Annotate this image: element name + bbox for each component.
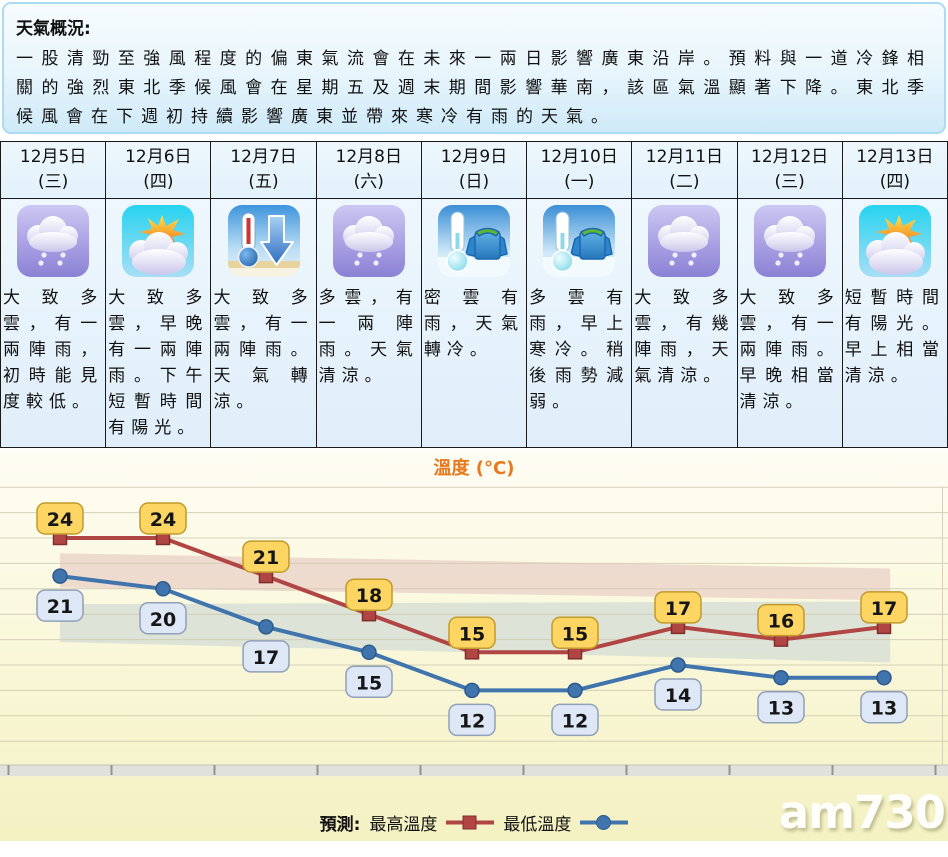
day-header: 12月7日 (五): [210, 141, 317, 199]
day-header: 12月5日 (三): [0, 141, 107, 199]
weekday-label: (四): [879, 172, 910, 192]
summary-title: 天氣概況:: [16, 19, 91, 39]
weekday-label: (六): [353, 172, 384, 192]
min-temp-line-swatch: [580, 815, 629, 830]
forecast-text: 大致多雲，有一兩陣雨。早晚相當清涼。: [739, 288, 840, 412]
svg-text:21: 21: [253, 547, 279, 569]
day-header: 12月13日 (四): [841, 141, 948, 199]
forecast-body-row: 大致多雲，有一兩陣雨，初時能見度較低。 大致多雲，早晚有一兩陣雨。下午短暫時間有…: [0, 198, 948, 448]
day-cell: 多雲有雨，早上寒冷。稍後雨勢減弱。: [526, 198, 633, 448]
svg-text:12: 12: [459, 710, 485, 732]
rain-cloud-icon: [333, 205, 405, 277]
svg-text:17: 17: [871, 598, 897, 620]
date-label: 12月10日: [540, 147, 618, 167]
legend-prefix: 預測:: [319, 815, 361, 835]
date-label: 12月12日: [751, 147, 829, 167]
sun-cloud-icon: [122, 205, 194, 277]
cold-icon: [438, 205, 510, 277]
date-label: 12月9日: [440, 147, 508, 167]
weekday-label: (三): [774, 172, 805, 192]
svg-text:24: 24: [150, 509, 176, 531]
day-cell: 短暫時間有陽光。早上相當清涼。: [841, 198, 948, 448]
date-label: 12月6日: [125, 147, 192, 167]
temp-drop-icon: [228, 205, 300, 277]
day-header: 12月12日 (三): [736, 141, 843, 199]
cold-icon: [543, 205, 615, 277]
svg-text:20: 20: [150, 609, 176, 631]
legend-min-label: 最低溫度: [503, 815, 572, 835]
date-label: 12月13日: [856, 147, 934, 167]
date-label: 12月5日: [19, 147, 87, 167]
forecast-header-row: 12月5日 (三) 12月6日 (四) 12月7日 (五) 12月8日 (六) 12月9…: [0, 141, 948, 199]
chart-legend: 預測: 最高溫度 最低溫度: [0, 810, 948, 835]
svg-text:15: 15: [356, 672, 382, 694]
rain-cloud-icon: [648, 205, 720, 277]
date-label: 12月8日: [335, 147, 402, 167]
date-label: 12月7日: [230, 147, 297, 167]
day-cell: 多雲，有一兩陣雨。天氣清涼。: [315, 198, 422, 448]
forecast-text: 大致多雲，早晚有一兩陣雨。下午短暫時間有陽光。: [108, 288, 209, 438]
summary-body: 一股清勁至強風程度的偏東氣流會在未來一兩日影響廣東沿岸。預料與一道冷鋒相關的強烈…: [16, 49, 932, 127]
day-header: 12月10日 (一): [526, 141, 633, 199]
forecast-text: 大致多雲，有一兩陣雨，初時能見度較低。: [3, 288, 104, 412]
svg-text:17: 17: [253, 647, 279, 669]
temperature-chart-plot: 24 24 21 18 15 15 17 16 17 21 20 17 15 12 12 14 13 13: [0, 486, 948, 776]
date-label: 12月11日: [645, 147, 724, 167]
forecast-text: 大致多雲，有一兩陣雨。天氣轉涼。: [213, 288, 314, 412]
svg-text:21: 21: [47, 596, 73, 618]
day-cell: 密雲有雨，天氣轉冷。: [420, 198, 528, 448]
svg-text:24: 24: [47, 509, 73, 531]
rain-cloud-icon: [754, 205, 826, 277]
forecast-text: 多雲，有一兩陣雨。天氣清涼。: [318, 288, 419, 386]
forecast-text: 多雲有雨，早上寒冷。稍後雨勢減弱。: [529, 288, 630, 412]
day-cell: 大致多雲，早晚有一兩陣雨。下午短暫時間有陽光。: [105, 198, 212, 448]
svg-text:14: 14: [665, 685, 691, 707]
forecast-text: 大致多雲，有幾陣雨，天氣清涼。: [634, 288, 735, 386]
svg-text:18: 18: [356, 585, 382, 607]
day-cell: 大致多雲，有幾陣雨，天氣清涼。: [631, 198, 738, 448]
svg-text:12: 12: [562, 710, 588, 732]
svg-text:15: 15: [562, 623, 588, 645]
sun-cloud-icon: [859, 205, 931, 277]
am730-watermark: am730: [778, 786, 946, 839]
weekday-label: (四): [143, 172, 174, 192]
chart-title: 溫度 (°C): [433, 458, 515, 479]
weekday-label: (五): [248, 172, 279, 192]
svg-text:16: 16: [768, 611, 794, 633]
weekday-label: (一): [564, 172, 595, 192]
day-header: 12月9日 (日): [420, 141, 528, 199]
weekday-label: (日): [458, 172, 490, 192]
day-header: 12月11日 (二): [631, 141, 738, 199]
forecast-table: 12月5日 (三) 12月6日 (四) 12月7日 (五) 12月8日 (六) 12月9…: [0, 141, 948, 448]
day-cell: 大致多雲，有一兩陣雨，初時能見度較低。: [0, 198, 107, 448]
weather-summary-panel: 天氣概況: 一股清勁至強風程度的偏東氣流會在未來一兩日影響廣東沿岸。預料與一道冷…: [2, 2, 946, 134]
weekday-label: (二): [669, 172, 700, 192]
legend-max-label: 最高溫度: [369, 815, 438, 835]
day-header: 12月6日 (四): [105, 141, 212, 199]
day-cell: 大致多雲，有一兩陣雨。早晚相當清涼。: [736, 198, 843, 448]
day-cell: 大致多雲，有一兩陣雨。天氣轉涼。: [210, 198, 317, 448]
forecast-text: 密雲有雨，天氣轉冷。: [423, 288, 525, 360]
temperature-chart: 24 24 21 18 15 15 17 16 17 21 20 17 15 12 12 14 13 13 溫度 …: [0, 450, 948, 841]
day-header: 12月8日 (六): [315, 141, 422, 199]
forecast-text: 短暫時間有陽光。早上相當清涼。: [844, 288, 945, 386]
max-temp-line-swatch: [446, 815, 495, 830]
rain-cloud-icon: [17, 205, 89, 277]
svg-text:17: 17: [665, 598, 691, 620]
svg-text:15: 15: [459, 623, 485, 645]
svg-text:13: 13: [768, 698, 794, 720]
weekday-label: (三): [37, 172, 69, 192]
svg-text:13: 13: [871, 698, 897, 720]
